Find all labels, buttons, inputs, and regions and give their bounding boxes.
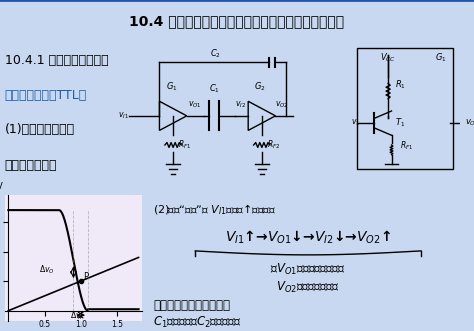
Text: $V_{CC}$: $V_{CC}$ (380, 52, 396, 64)
Y-axis label: $v_O$/V: $v_O$/V (0, 180, 4, 193)
Bar (357, 48, 453, 169)
Text: $R_{F1}$: $R_{F1}$ (400, 140, 413, 152)
Text: $\mathit{V}_{O2}$迅速跳变为高。: $\mathit{V}_{O2}$迅速跳变为高。 (276, 280, 340, 295)
Text: $\Delta v_O$: $\Delta v_O$ (39, 263, 55, 276)
Text: (1)静态（未振荡）: (1)静态（未振荡） (5, 123, 75, 136)
Text: 使$\mathit{V}_{O1}$迅速跳变为低，而: 使$\mathit{V}_{O1}$迅速跳变为低，而 (270, 261, 346, 277)
Text: $T_1$: $T_1$ (395, 117, 405, 129)
Text: $v_{I2}$: $v_{I2}$ (235, 99, 246, 110)
Text: 时应是不稳定的: 时应是不稳定的 (5, 159, 57, 172)
Text: 10.4 多谐振荡器（自激振荡，不需要外加触发信号）: 10.4 多谐振荡器（自激振荡，不需要外加触发信号） (129, 15, 345, 28)
Text: $v_{O1}$: $v_{O1}$ (189, 99, 202, 110)
Text: 电路进入第一个暂稳态，: 电路进入第一个暂稳态， (154, 299, 230, 311)
Text: $\mathit{V}_{I1}$↑→$\mathit{V}_{O1}$↓→$\mathit{V}_{I2}$↓→$\mathit{V}_{O2}$↑: $\mathit{V}_{I1}$↑→$\mathit{V}_{O1}$↓→$\… (225, 228, 391, 246)
Text: 一、工作原理（TTL）: 一、工作原理（TTL） (5, 89, 87, 102)
Text: $G_2$: $G_2$ (255, 80, 266, 93)
Text: $\mathit{C}_1$开始充电，$\mathit{C}_2$开始放电。: $\mathit{C}_1$开始充电，$\mathit{C}_2$开始放电。 (154, 314, 242, 330)
Text: $C_2$: $C_2$ (210, 47, 221, 60)
Text: 10.4.1 对称式多谐振荡器: 10.4.1 对称式多谐振荡器 (5, 54, 109, 68)
Text: $v_{I1}$: $v_{I1}$ (118, 111, 129, 121)
Text: $R_1$: $R_1$ (395, 79, 406, 91)
Text: $\Delta v_I$: $\Delta v_I$ (70, 310, 83, 322)
Text: $v_1$: $v_1$ (351, 118, 360, 128)
Text: $R_{F2}$: $R_{F2}$ (267, 139, 280, 151)
Text: $C_1$: $C_1$ (209, 82, 219, 95)
Text: $v_{O2}$: $v_{O2}$ (275, 99, 289, 110)
Text: $R_{F1}$: $R_{F1}$ (178, 139, 191, 151)
Text: (2)由于“扰动”使 $\mathit{V}_{I1}$有微小↑，则有：: (2)由于“扰动”使 $\mathit{V}_{I1}$有微小↑，则有： (154, 202, 277, 216)
Text: $v_O$: $v_O$ (465, 118, 474, 128)
Text: $G_1$: $G_1$ (165, 80, 177, 93)
Text: $G_1$: $G_1$ (435, 52, 446, 64)
Text: P: P (83, 272, 88, 281)
